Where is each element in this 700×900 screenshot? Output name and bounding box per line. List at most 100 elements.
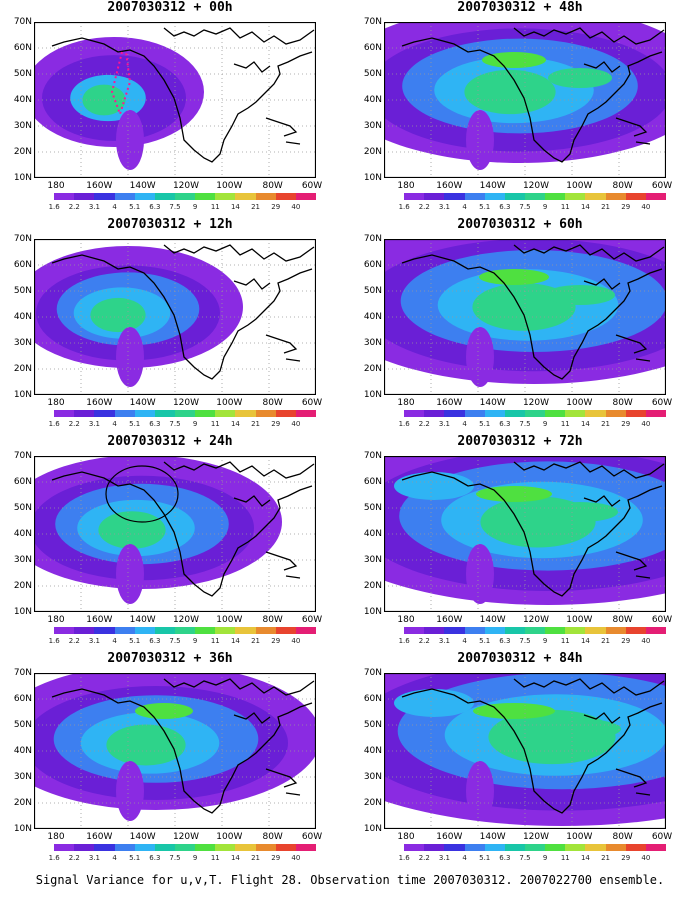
latitude-label: 50N xyxy=(363,69,382,79)
map-frame xyxy=(34,456,316,612)
latitude-label: 40N xyxy=(13,746,32,756)
contour-region xyxy=(545,285,615,305)
longitude-label: 140W xyxy=(129,832,156,842)
colorbar-swatch xyxy=(94,193,115,200)
latitude-label: 10N xyxy=(363,824,382,834)
longitude-label: 100W xyxy=(566,181,593,191)
longitude-label: 160W xyxy=(86,832,113,842)
longitude-label: 80W xyxy=(612,615,633,625)
longitude-label: 140W xyxy=(129,398,156,408)
colorbar-swatch xyxy=(384,844,405,851)
colorbar xyxy=(34,410,316,417)
contour-region xyxy=(90,297,146,333)
colorbar-swatch xyxy=(605,844,626,851)
longitude-label: 160W xyxy=(436,181,463,191)
colorbar-tick-label: 29 xyxy=(271,637,281,645)
colorbar-swatch xyxy=(384,627,405,634)
latitude-label: 40N xyxy=(363,746,382,756)
variance-map xyxy=(34,22,316,178)
latitude-label: 20N xyxy=(13,147,32,157)
latitude-label: 40N xyxy=(363,312,382,322)
colorbar-labels: 1.6 2.2 3.1 4 5.1 6.3 7.5 9 11 14 21 29 40 xyxy=(384,420,666,430)
contour-region xyxy=(116,761,144,821)
colorbar-tick-label: 40 xyxy=(641,854,651,862)
colorbar-swatch xyxy=(74,627,95,634)
longitude-label: 160W xyxy=(86,615,113,625)
latitude-label: 10N xyxy=(13,824,32,834)
panel-title: 2007030312 + 24h xyxy=(107,434,233,449)
colorbar-swatch xyxy=(54,193,75,200)
map-panel: 2007030312 + 36h 70N 60N 50N 40N 30N 20N 10N 180… xyxy=(0,651,340,866)
colorbar-tick-label: 21 xyxy=(601,637,611,645)
colorbar-tick-label: 5.1 xyxy=(129,854,141,862)
colorbar-swatch xyxy=(645,193,666,200)
colorbar-tick-label: 3.1 xyxy=(438,854,450,862)
panel-title: 2007030312 + 84h xyxy=(457,651,583,666)
contour-region xyxy=(466,544,494,604)
variance-map xyxy=(384,22,666,178)
coastline xyxy=(51,244,315,380)
colorbar-tick-label: 29 xyxy=(271,854,281,862)
colorbar-tick-label: 11 xyxy=(210,637,220,645)
colorbar xyxy=(34,844,316,851)
longitude-label: 60W xyxy=(301,398,323,408)
colorbar-tick-label: 2.2 xyxy=(418,420,430,428)
colorbar-tick-label: 4 xyxy=(112,203,117,211)
latitude-label: 40N xyxy=(363,95,382,105)
map-frame xyxy=(384,239,666,395)
colorbar-swatch xyxy=(404,193,425,200)
contour-fill xyxy=(384,456,666,605)
colorbar-swatch xyxy=(504,410,525,417)
colorbar-swatch xyxy=(255,410,276,417)
colorbar-tick-label: 7.5 xyxy=(169,203,181,211)
longitude-label: 100W xyxy=(566,398,593,408)
colorbar-tick-label: 9 xyxy=(542,637,548,645)
colorbar xyxy=(384,193,666,200)
colorbar-swatch xyxy=(424,627,445,634)
longitude-label: 80W xyxy=(262,398,283,408)
colorbar-swatch xyxy=(114,410,135,417)
colorbar-tick-label: 6.3 xyxy=(499,420,511,428)
colorbar-tick-label: 9 xyxy=(192,203,198,211)
colorbar-swatch xyxy=(585,193,606,200)
colorbar-swatch xyxy=(625,844,646,851)
coastline xyxy=(51,27,315,163)
colorbar-swatch xyxy=(195,627,216,634)
panel-title: 2007030312 + 00h xyxy=(107,0,233,15)
colorbar-swatch xyxy=(295,627,316,634)
colorbar-tick-label: 3.1 xyxy=(88,203,100,211)
contour-fill xyxy=(384,239,666,387)
longitude-label: 140W xyxy=(129,615,156,625)
colorbar-swatch xyxy=(585,627,606,634)
latitude-label: 40N xyxy=(13,312,32,322)
colorbar-labels: 1.6 2.2 3.1 4 5.1 6.3 7.5 9 11 14 21 29 40 xyxy=(384,854,666,864)
colorbar-swatch xyxy=(174,193,196,200)
colorbar-tick-label: 5.1 xyxy=(479,637,491,645)
colorbar-tick-label: 6.3 xyxy=(149,637,161,645)
colorbar-tick-label: 3.1 xyxy=(88,854,100,862)
colorbar-tick-label: 3.1 xyxy=(438,420,450,428)
colorbar-tick-label: 14 xyxy=(230,420,240,428)
latitude-label: 30N xyxy=(363,338,382,348)
longitude-label: 180 xyxy=(47,181,65,191)
latitude-label: 10N xyxy=(13,390,32,400)
latitude-label: 50N xyxy=(13,69,32,79)
contour-region xyxy=(466,761,494,821)
latitude-label: 60N xyxy=(13,694,32,704)
colorbar-tick-label: 1.6 xyxy=(398,637,410,645)
colorbar-swatch xyxy=(605,193,626,200)
panel-title: 2007030312 + 48h xyxy=(457,0,583,15)
longitude-label: 160W xyxy=(86,181,113,191)
contour-region xyxy=(476,486,552,502)
latitude-label: 20N xyxy=(13,798,32,808)
colorbar-swatch xyxy=(114,627,135,634)
colorbar-swatch xyxy=(215,627,236,634)
colorbar-labels: 1.6 2.2 3.1 4 5.1 6.3 7.5 9 11 14 21 29 40 xyxy=(34,637,316,647)
colorbar-tick-label: 9 xyxy=(192,420,198,428)
colorbar-swatch xyxy=(114,844,135,851)
colorbar-tick-label: 11 xyxy=(560,854,570,862)
longitude-label: 180 xyxy=(47,615,65,625)
colorbar-swatch xyxy=(295,844,316,851)
colorbar-swatch xyxy=(464,844,485,851)
colorbar-swatch xyxy=(645,410,666,417)
